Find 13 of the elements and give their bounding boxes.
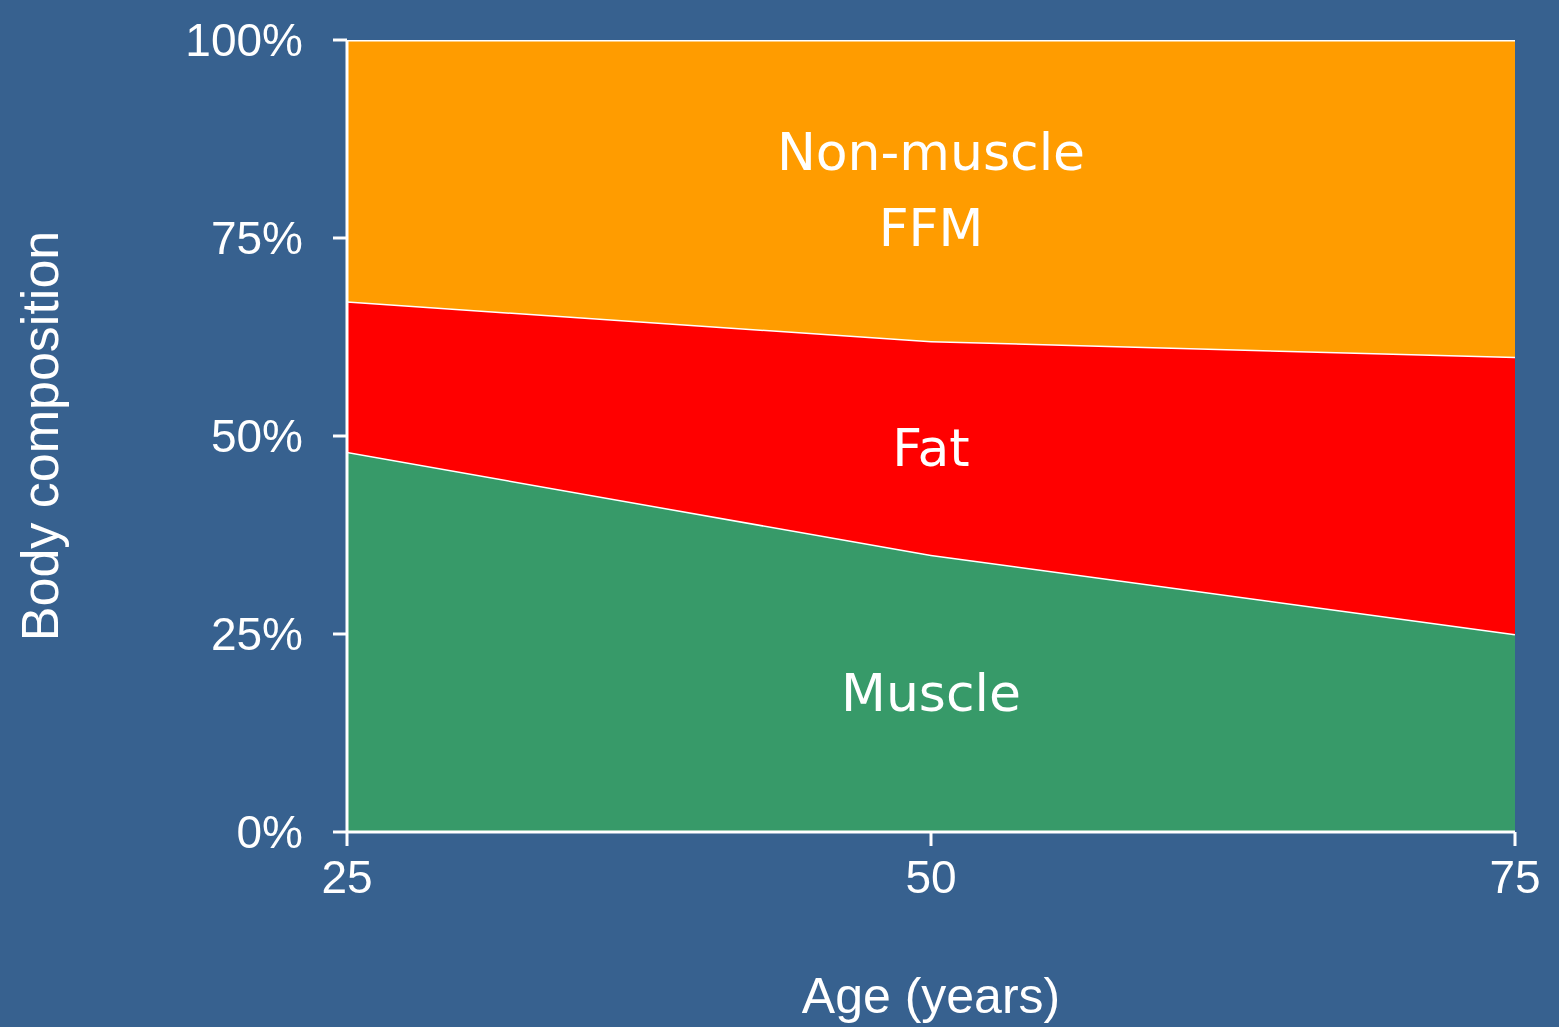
y-tick-label: 25% bbox=[210, 608, 303, 661]
x-tick-label: 75 bbox=[1489, 850, 1541, 903]
x-tick-label: 50 bbox=[905, 850, 957, 903]
series-label: Non-muscle FFM bbox=[776, 122, 1086, 259]
x-tick-label: 25 bbox=[321, 850, 373, 903]
y-tick-label: 50% bbox=[210, 410, 303, 463]
y-tick-label: 0% bbox=[236, 806, 303, 859]
series-label: Muscle bbox=[841, 663, 1021, 724]
y-tick-label: 100% bbox=[185, 14, 303, 67]
y-axis-title: Body composition bbox=[11, 230, 70, 642]
y-tick-label: 75% bbox=[210, 212, 303, 265]
x-axis-title: Age (years) bbox=[801, 968, 1061, 1024]
series-label: Fat bbox=[892, 417, 970, 478]
